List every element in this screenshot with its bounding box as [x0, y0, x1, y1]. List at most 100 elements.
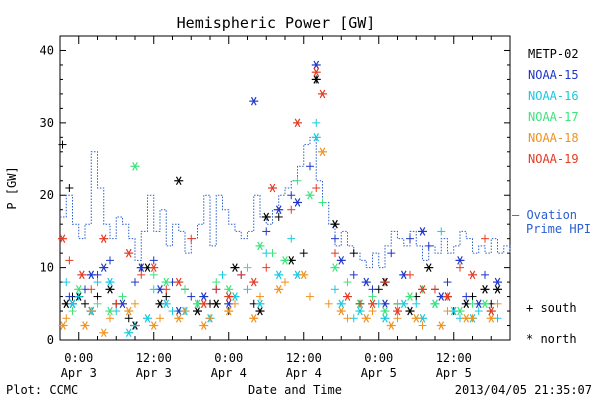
legend: METP-02 NOAA-15 NOAA-16 NOAA-17 NOAA-18 NOAA-… [512, 47, 591, 346]
south-point [318, 198, 327, 207]
south-point [168, 307, 177, 316]
north-point [480, 285, 490, 294]
south-point [237, 270, 246, 279]
ovation-hpi-path [60, 136, 511, 269]
legend-entry: METP-02 [528, 47, 579, 61]
south-point [131, 321, 139, 330]
south-point [343, 314, 352, 323]
y-tick-label: 40 [40, 43, 54, 57]
north-point [493, 285, 502, 294]
north-point [299, 270, 309, 280]
legend-entry: NOAA-15 [528, 68, 579, 82]
south-point [68, 307, 77, 316]
north-point [124, 328, 134, 338]
north-point [343, 292, 352, 301]
y-axis-label: P [GW] [5, 166, 19, 209]
north-point [99, 328, 109, 338]
x-tick-day: Apr 5 [361, 366, 397, 380]
x-tick-time: 0:00 [214, 351, 243, 365]
south-point [118, 292, 127, 301]
north-point [224, 285, 234, 294]
south-point [162, 285, 171, 294]
north-point [249, 96, 259, 106]
north-point [405, 292, 415, 301]
legend-entry: NOAA-18 [528, 131, 579, 145]
south-point [349, 270, 358, 279]
north-point [361, 277, 371, 287]
south-point [218, 270, 227, 279]
legend-marker: * north [526, 332, 577, 346]
north-point [224, 306, 234, 316]
north-point [361, 313, 371, 323]
south-point [481, 234, 489, 243]
north-point [58, 234, 67, 243]
north-point [199, 299, 209, 309]
south-point [187, 292, 196, 301]
south-point [431, 285, 439, 294]
south-point [299, 249, 308, 258]
north-point [268, 183, 277, 193]
north-point [143, 313, 152, 323]
north-point [336, 299, 346, 309]
north-point [336, 306, 346, 316]
x-tick-time: 0:00 [64, 351, 93, 365]
south-point [474, 307, 483, 316]
north-point [136, 263, 146, 272]
north-point [105, 285, 115, 294]
y-tick-label: 10 [40, 261, 54, 275]
south-point [62, 278, 71, 287]
south-point [293, 176, 302, 185]
north-point [318, 147, 327, 157]
south-point [206, 314, 214, 323]
south-point [306, 292, 314, 301]
south-point [162, 292, 171, 301]
x-tick-day: Apr 5 [436, 366, 472, 380]
north-point [149, 263, 159, 272]
south-point [393, 299, 402, 308]
north-point [174, 176, 184, 186]
north-point [311, 75, 321, 84]
north-point [293, 198, 302, 207]
north-point [311, 60, 321, 70]
south-point [312, 184, 321, 192]
south-point [481, 270, 489, 279]
north-point [274, 285, 284, 294]
south-point [149, 285, 158, 294]
north-point [174, 313, 184, 323]
north-point [405, 306, 415, 316]
north-point [99, 234, 109, 243]
y-tick-label: 0 [47, 333, 54, 347]
north-point [380, 313, 390, 323]
north-point [86, 270, 96, 280]
south-point [62, 314, 71, 323]
north-point [249, 313, 259, 323]
north-point [330, 263, 340, 272]
north-point [199, 292, 209, 301]
south-point [149, 256, 158, 265]
north-point [380, 306, 390, 316]
ovation-hpi-line [60, 136, 511, 269]
north-point [355, 306, 365, 316]
south-point [268, 249, 277, 258]
north-point [130, 161, 140, 171]
north-point [486, 306, 496, 316]
x-tick-day: Apr 3 [136, 366, 172, 380]
north-point [480, 299, 490, 309]
south-point [368, 292, 377, 301]
legend-ovation-line2: Prime HPI [526, 222, 591, 236]
south-point [406, 234, 414, 243]
north-point [443, 292, 452, 301]
south-point [443, 307, 452, 316]
north-point [293, 118, 302, 128]
north-point [461, 313, 471, 323]
south-point [131, 278, 139, 287]
south-point [443, 278, 452, 287]
south-point [181, 285, 189, 294]
north-point [255, 299, 265, 309]
south-point [324, 299, 333, 308]
north-point [368, 299, 377, 309]
x-tick-time: 12:00 [136, 351, 172, 365]
south-point [462, 292, 471, 301]
north-point [255, 241, 265, 251]
